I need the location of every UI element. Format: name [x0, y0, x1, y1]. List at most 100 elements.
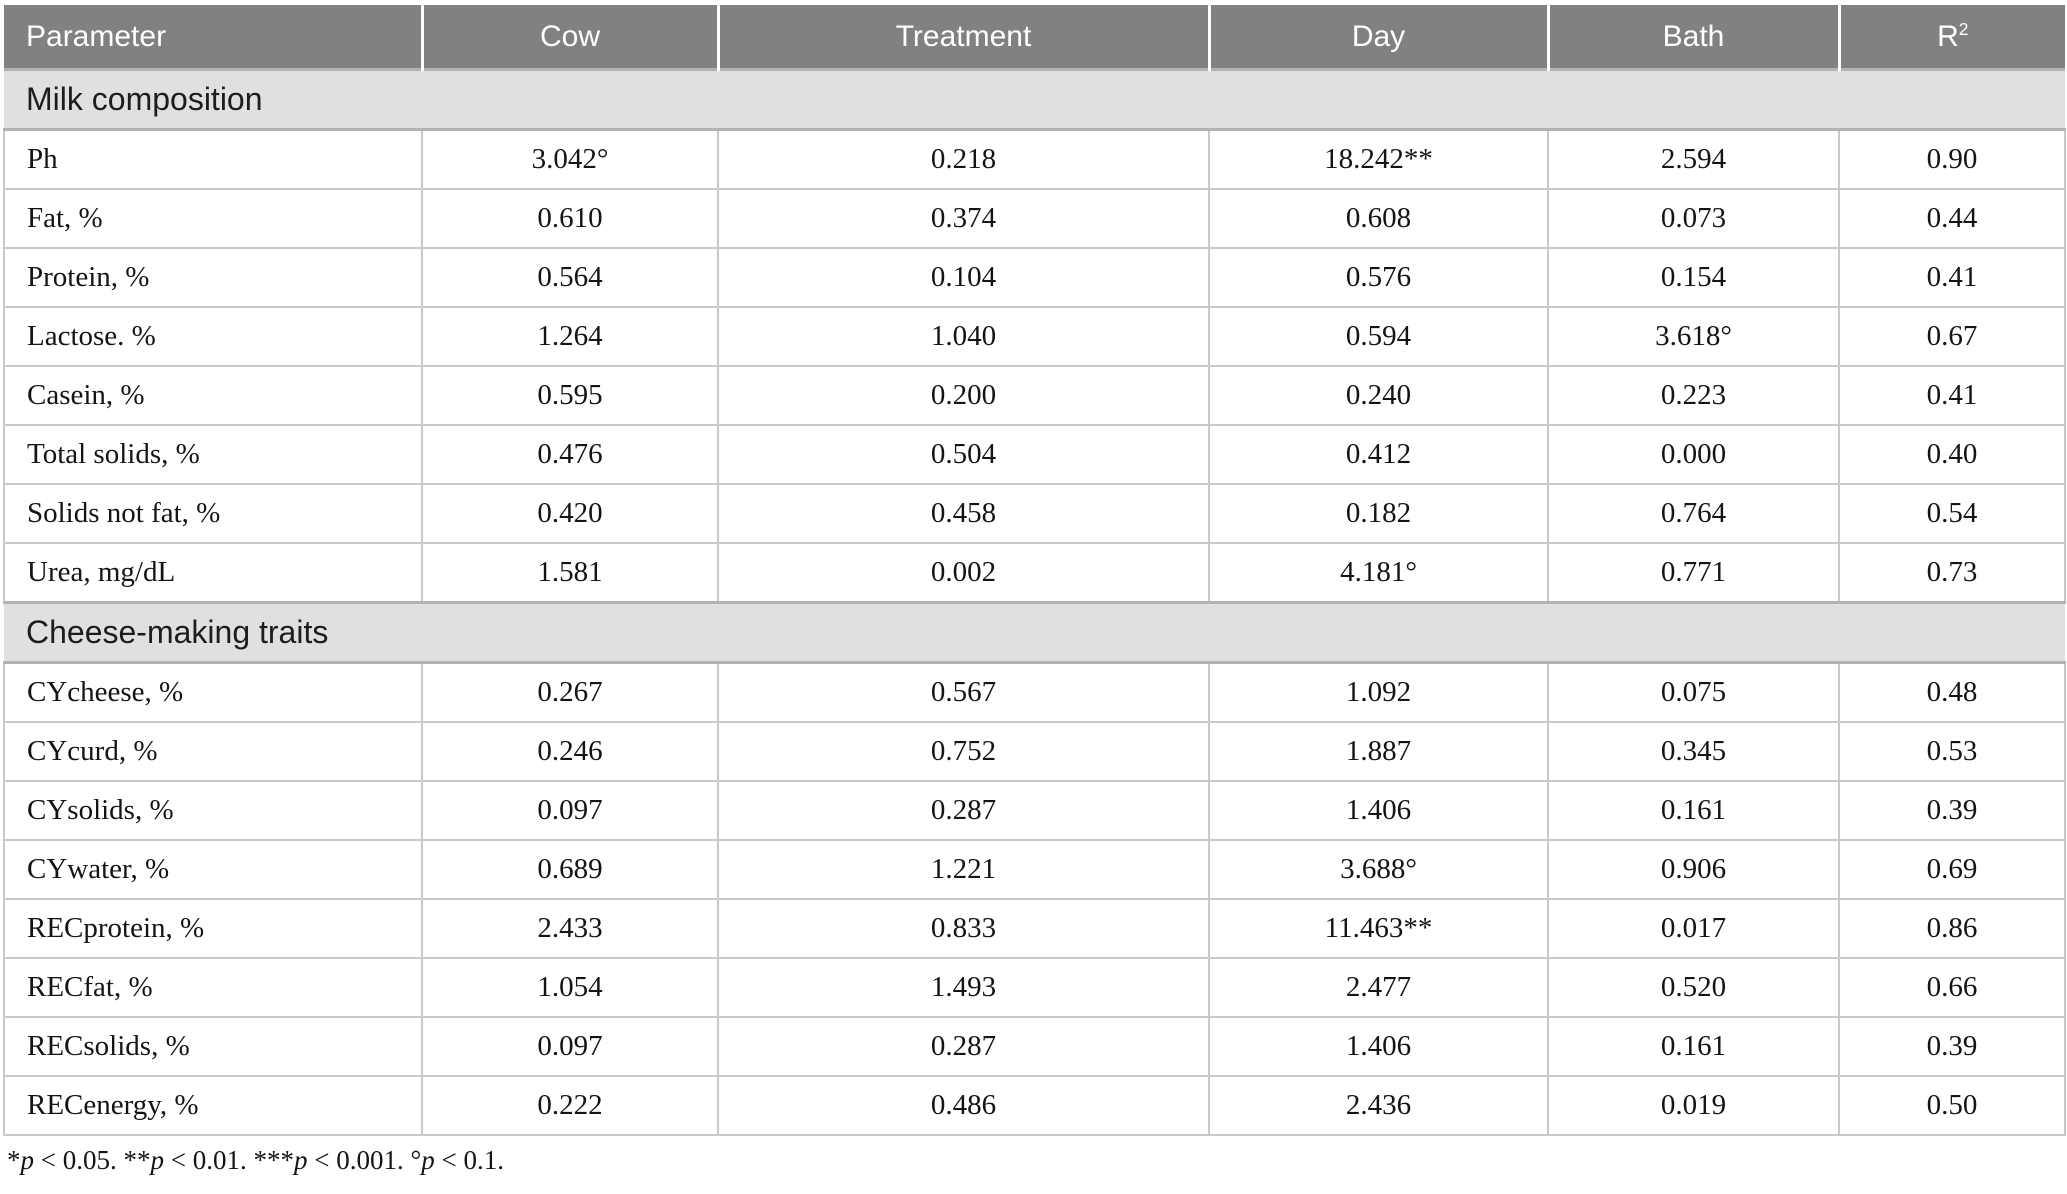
- value-cell: 0.486: [717, 1075, 1210, 1136]
- value-cell: 1.221: [717, 839, 1210, 900]
- p-symbol: p: [20, 1145, 35, 1175]
- value-cell: 0.200: [717, 365, 1210, 426]
- parameter-cell: Ph: [3, 128, 423, 190]
- value-cell: 0.752: [717, 721, 1210, 782]
- value-cell: 0.41: [1838, 365, 2066, 426]
- value-cell: 1.040: [717, 306, 1210, 367]
- value-cell: 2.436: [1208, 1075, 1549, 1136]
- threshold-text: < 0.1.: [434, 1145, 504, 1175]
- value-cell: 0.41: [1838, 247, 2066, 308]
- value-cell: 0.161: [1547, 780, 1840, 841]
- value-cell: 1.406: [1208, 1016, 1549, 1077]
- value-cell: 0.000: [1547, 424, 1840, 485]
- parameter-cell: RECenergy, %: [3, 1075, 423, 1136]
- value-cell: 1.054: [421, 957, 719, 1018]
- table-row: Ph 3.042° 0.218 18.242** 2.594 0.90: [3, 128, 2066, 190]
- value-cell: 0.476: [421, 424, 719, 485]
- table-row: Casein, % 0.595 0.200 0.240 0.223 0.41: [3, 365, 2066, 426]
- value-cell: 0.610: [421, 188, 719, 249]
- column-header-cow: Cow: [420, 5, 718, 70]
- parameter-cell: CYsolids, %: [3, 780, 423, 841]
- significance-marker: °: [410, 1145, 422, 1175]
- value-cell: 1.406: [1208, 780, 1549, 841]
- significance-marker: **: [123, 1145, 151, 1175]
- value-cell: 0.420: [421, 483, 719, 544]
- anova-table: Parameter Cow Treatment Day Bath R2 Milk…: [3, 5, 2066, 1136]
- value-cell: 0.267: [421, 661, 719, 723]
- value-cell: 0.67: [1838, 306, 2066, 367]
- value-cell: 0.182: [1208, 483, 1549, 544]
- value-cell: 0.097: [421, 1016, 719, 1077]
- value-cell: 0.689: [421, 839, 719, 900]
- value-cell: 1.264: [421, 306, 719, 367]
- value-cell: 0.906: [1547, 839, 1840, 900]
- value-cell: 0.50: [1838, 1075, 2066, 1136]
- table-row: Lactose. % 1.264 1.040 0.594 3.618° 0.67: [3, 306, 2066, 367]
- value-cell: 0.764: [1547, 483, 1840, 544]
- value-cell: 0.520: [1547, 957, 1840, 1018]
- header-row: Parameter Cow Treatment Day Bath R2: [4, 5, 2065, 70]
- table-row: CYcheese, % 0.267 0.567 1.092 0.075 0.48: [3, 661, 2066, 723]
- parameter-cell: Urea, mg/dL: [3, 542, 423, 604]
- column-header-day: Day: [1207, 5, 1548, 70]
- parameter-cell: Protein, %: [3, 247, 423, 308]
- table-row: Total solids, % 0.476 0.504 0.412 0.000 …: [3, 424, 2066, 485]
- value-cell: 0.002: [717, 542, 1210, 604]
- value-cell: 0.161: [1547, 1016, 1840, 1077]
- value-cell: 2.594: [1547, 128, 1840, 190]
- footnote: *p < 0.05. **p < 0.01. ***p < 0.001. °p …: [7, 1145, 2064, 1176]
- table-row: RECfat, % 1.054 1.493 2.477 0.520 0.66: [3, 957, 2066, 1018]
- p-symbol: p: [150, 1145, 164, 1175]
- value-cell: 0.564: [421, 247, 719, 308]
- significance-marker: ***: [253, 1145, 294, 1175]
- value-cell: 0.019: [1547, 1075, 1840, 1136]
- threshold-text: < 0.01.: [163, 1145, 254, 1175]
- section-row-cheese-making-traits: Cheese-making traits: [4, 601, 2065, 664]
- value-cell: 0.86: [1838, 898, 2066, 959]
- column-header-treatment: Treatment: [716, 5, 1209, 70]
- column-header-bath: Bath: [1546, 5, 1839, 70]
- table-row: CYwater, % 0.689 1.221 3.688° 0.906 0.69: [3, 839, 2066, 900]
- table-row: RECenergy, % 0.222 0.486 2.436 0.019 0.5…: [3, 1075, 2066, 1136]
- value-cell: 0.075: [1547, 661, 1840, 723]
- value-cell: 3.042°: [421, 128, 719, 190]
- value-cell: 2.433: [421, 898, 719, 959]
- parameter-cell: Solids not fat, %: [3, 483, 423, 544]
- value-cell: 0.458: [717, 483, 1210, 544]
- parameter-cell: RECfat, %: [3, 957, 423, 1018]
- value-cell: 0.576: [1208, 247, 1549, 308]
- value-cell: 0.90: [1838, 128, 2066, 190]
- value-cell: 0.44: [1838, 188, 2066, 249]
- value-cell: 0.39: [1838, 780, 2066, 841]
- parameter-cell: CYcurd, %: [3, 721, 423, 782]
- threshold-text: < 0.05.: [34, 1145, 124, 1175]
- parameter-cell: RECsolids, %: [3, 1016, 423, 1077]
- column-header-r2: R2: [1837, 5, 2065, 70]
- value-cell: 0.608: [1208, 188, 1549, 249]
- significance-marker: *: [7, 1145, 21, 1175]
- table-row: RECprotein, % 2.433 0.833 11.463** 0.017…: [3, 898, 2066, 959]
- parameter-cell: Total solids, %: [3, 424, 423, 485]
- value-cell: 0.017: [1547, 898, 1840, 959]
- footnote-segment: °p < 0.1.: [410, 1145, 504, 1175]
- value-cell: 0.771: [1547, 542, 1840, 604]
- value-cell: 11.463**: [1208, 898, 1549, 959]
- r2-superscript: 2: [1958, 18, 1969, 39]
- footnote-segment: ***p < 0.001.: [253, 1145, 410, 1175]
- parameter-cell: Lactose. %: [3, 306, 423, 367]
- p-symbol: p: [293, 1145, 308, 1175]
- value-cell: 0.48: [1838, 661, 2066, 723]
- parameter-cell: Casein, %: [3, 365, 423, 426]
- value-cell: 0.73: [1838, 542, 2066, 604]
- parameter-cell: Fat, %: [3, 188, 423, 249]
- value-cell: 0.287: [717, 1016, 1210, 1077]
- value-cell: 3.688°: [1208, 839, 1549, 900]
- value-cell: 0.66: [1838, 957, 2066, 1018]
- value-cell: 0.246: [421, 721, 719, 782]
- value-cell: 0.222: [421, 1075, 719, 1136]
- value-cell: 1.581: [421, 542, 719, 604]
- section-header: Milk composition: [4, 68, 2065, 131]
- value-cell: 0.833: [717, 898, 1210, 959]
- value-cell: 0.218: [717, 128, 1210, 190]
